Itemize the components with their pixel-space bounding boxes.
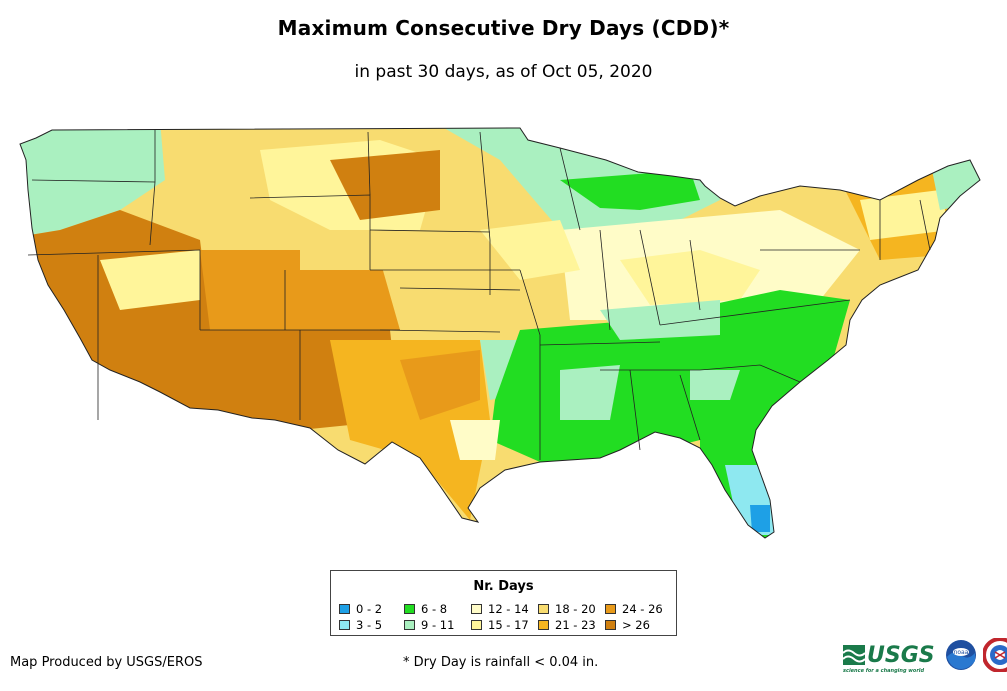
- legend-swatch: [471, 604, 482, 614]
- legend-item: 6 - 8: [404, 602, 447, 616]
- legend-swatch: [404, 620, 415, 630]
- legend-item: 21 - 23: [538, 618, 596, 632]
- legend-label: 21 - 23: [555, 618, 596, 632]
- map-color-field: [20, 128, 980, 538]
- noaa-logo-icon: noaa: [945, 640, 976, 670]
- legend-swatch: [471, 620, 482, 630]
- legend-swatch: [404, 604, 415, 614]
- cdd-map: [19, 127, 981, 539]
- legend-label: 9 - 11: [421, 618, 455, 632]
- legend-swatch: [605, 604, 616, 614]
- legend-swatch: [538, 620, 549, 630]
- legend-item: 18 - 20: [538, 602, 596, 616]
- us-outline: [19, 127, 981, 539]
- legend-swatch: [339, 620, 350, 630]
- agency-logos: USGS science for a changing world noaa: [843, 638, 1007, 674]
- legend: Nr. Days 0 - 2 3 - 5 6 - 8 9 - 11 12 - 1…: [330, 570, 677, 636]
- legend-item: 15 - 17: [471, 618, 529, 632]
- map-subtitle: in past 30 days, as of Oct 05, 2020: [354, 62, 653, 82]
- usgs-tagline: science for a changing world: [843, 667, 925, 674]
- legend-item: 24 - 26: [605, 602, 663, 616]
- legend-item: 3 - 5: [339, 618, 382, 632]
- legend-item: > 26: [605, 618, 650, 632]
- legend-title: Nr. Days: [473, 579, 534, 594]
- dry-day-footnote: * Dry Day is rainfall < 0.04 in.: [403, 655, 599, 670]
- legend-label: 24 - 26: [622, 602, 663, 616]
- legend-label: > 26: [622, 618, 650, 632]
- legend-item: 12 - 14: [471, 602, 529, 616]
- legend-item: 0 - 2: [339, 602, 382, 616]
- usgs-logo-icon: USGS science for a changing world: [843, 642, 935, 674]
- legend-label: 12 - 14: [488, 602, 529, 616]
- map-title: Maximum Consecutive Dry Days (CDD)*: [277, 16, 730, 40]
- state-boundaries: [27, 130, 931, 460]
- legend-swatch: [605, 620, 616, 630]
- legend-swatch: [538, 604, 549, 614]
- legend-label: 0 - 2: [356, 602, 383, 616]
- legend-swatch: [339, 604, 350, 614]
- legend-label: 18 - 20: [555, 602, 596, 616]
- legend-label: 15 - 17: [488, 618, 529, 632]
- noaa-text: noaa: [953, 649, 968, 656]
- map-credit: Map Produced by USGS/EROS: [10, 655, 203, 670]
- legend-label: 6 - 8: [421, 602, 448, 616]
- legend-item: 9 - 11: [404, 618, 454, 632]
- usgs-text: USGS: [867, 642, 935, 668]
- usgs-wave-icon: [843, 645, 865, 665]
- nws-logo-icon: [982, 638, 1007, 672]
- legend-label: 3 - 5: [356, 618, 383, 632]
